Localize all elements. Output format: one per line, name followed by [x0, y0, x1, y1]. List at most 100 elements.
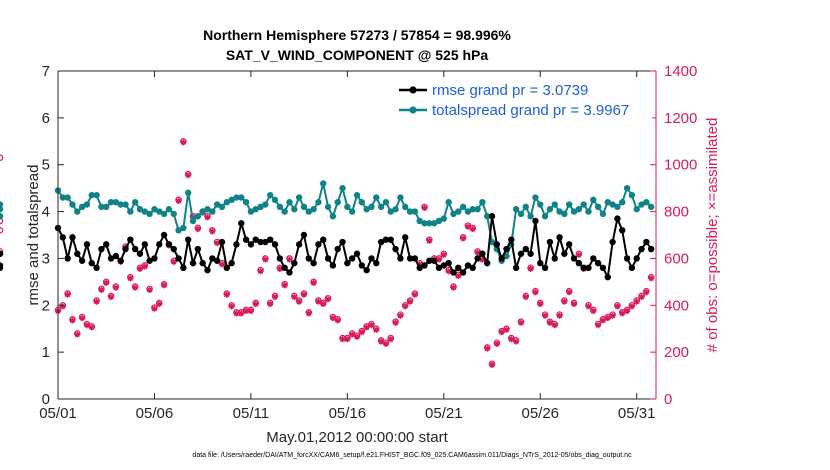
obs-assimilated-point: [368, 322, 375, 329]
y2-tick-label: 1400: [664, 63, 697, 80]
obs-assimilated-point: [522, 294, 529, 301]
obs-assimilated-point: [590, 308, 597, 315]
obs-assimilated-point: [267, 301, 274, 308]
plot-area: [58, 71, 656, 399]
obs-assimilated-point: [358, 329, 365, 336]
rmse-point: [305, 255, 312, 262]
spread-point: [517, 210, 525, 218]
obs-assimilated-point: [300, 291, 307, 298]
x-axis-label: May.01,2012 00:00:00 start: [266, 429, 448, 446]
spread-point: [59, 194, 67, 201]
rmse-point: [88, 259, 95, 267]
rmse-point: [416, 264, 423, 271]
rmse-point: [614, 215, 621, 222]
spread-point: [459, 203, 467, 211]
spread-point: [165, 206, 173, 213]
obs-assimilated-point: [59, 303, 66, 310]
obs-assimilated-point: [561, 298, 568, 305]
rmse-point: [498, 255, 505, 262]
obs-assimilated-point: [450, 284, 457, 291]
spread-point: [199, 208, 206, 215]
rmse-point: [329, 262, 337, 269]
obs-assimilated-point: [310, 280, 317, 287]
spread-point: [291, 206, 298, 213]
spread-point: [78, 203, 86, 211]
obs-assimilated-point: [503, 326, 510, 333]
rmse-point: [348, 255, 356, 262]
obs-assimilated-point: [599, 317, 606, 324]
spread-point: [440, 215, 448, 222]
obs-assimilated-point: [619, 310, 626, 317]
rmse-point: [445, 259, 452, 267]
obs-assimilated-point: [243, 308, 250, 315]
obs-assimilated-point: [146, 287, 153, 294]
spread-point: [377, 203, 385, 211]
spread-point: [512, 206, 520, 213]
rmse-point: [233, 241, 240, 248]
obs-assimilated-point: [185, 172, 192, 179]
obs-assimilated-point: [508, 336, 515, 343]
rmse-point: [532, 217, 539, 225]
obs-assimilated-point: [214, 240, 221, 247]
spread-point: [594, 203, 602, 211]
x-tick-label: 05/11: [233, 405, 269, 422]
obs-assimilated-point: [378, 338, 385, 345]
x-tick-label: 05/26: [521, 405, 559, 422]
obs-assimilated-point: [537, 301, 544, 308]
spread-point: [266, 191, 274, 199]
rmse-point: [218, 238, 226, 246]
y-tick-label: 7: [42, 63, 50, 80]
spread-point: [242, 199, 250, 206]
rmse-point: [78, 257, 86, 264]
rmse-point: [98, 245, 105, 253]
obs-assimilated-point: [440, 251, 447, 258]
spread-point: [373, 194, 380, 201]
spread-point: [382, 199, 390, 206]
obs-assimilated-point: [194, 226, 201, 233]
spread-point: [185, 189, 192, 197]
rmse-point: [122, 245, 129, 253]
obs-assimilated-point: [648, 275, 655, 282]
spread-point: [223, 199, 230, 206]
rmse-point: [455, 264, 462, 271]
spread-point: [430, 220, 438, 227]
obs-assimilated-point: [257, 268, 264, 275]
spread-point: [103, 203, 110, 211]
y2-tick-label: 600: [664, 250, 689, 267]
spread-point: [0, 201, 4, 208]
axes-layer: 0 1 2 3 4 5 6 7 0 200 400 600 800 1000 1200 1400 05/01 05…: [39, 63, 697, 422]
spread-point: [623, 184, 631, 192]
obs-assimilated-point: [238, 310, 245, 317]
rmse-point: [74, 250, 81, 257]
legend-box: [395, 78, 652, 122]
obs-assimilated-point: [493, 340, 500, 347]
y2-tick-label: 800: [664, 204, 689, 221]
spread-point: [334, 199, 341, 206]
rmse-point: [320, 236, 327, 243]
obs-assimilated-point: [141, 263, 148, 270]
spread-point: [638, 201, 645, 208]
rmse-point: [170, 245, 177, 253]
spread-point: [628, 191, 636, 199]
obs-assimilated-point: [532, 289, 539, 296]
spread-point: [305, 208, 312, 215]
spread-point: [541, 213, 549, 220]
rmse-point: [392, 245, 399, 253]
spread-point: [585, 208, 592, 215]
obs-assimilated-point: [551, 322, 558, 329]
obs-assimilated-point: [83, 322, 90, 329]
rmse-point: [281, 264, 288, 271]
obs-assimilated-point: [609, 312, 616, 319]
obs-assimilated-point: [74, 331, 81, 338]
spread-point: [238, 194, 245, 201]
obs-assimilated-point: [595, 322, 602, 329]
rmse-point: [271, 241, 279, 248]
rmse-point: [141, 241, 149, 248]
spread-point: [633, 206, 640, 213]
obs-assimilated-point: [286, 256, 293, 263]
rmse-point: [512, 264, 520, 271]
obs-assimilated-point: [175, 198, 182, 205]
rmse-point: [575, 259, 583, 267]
spread-point: [107, 199, 115, 206]
rmse-point: [377, 238, 385, 246]
